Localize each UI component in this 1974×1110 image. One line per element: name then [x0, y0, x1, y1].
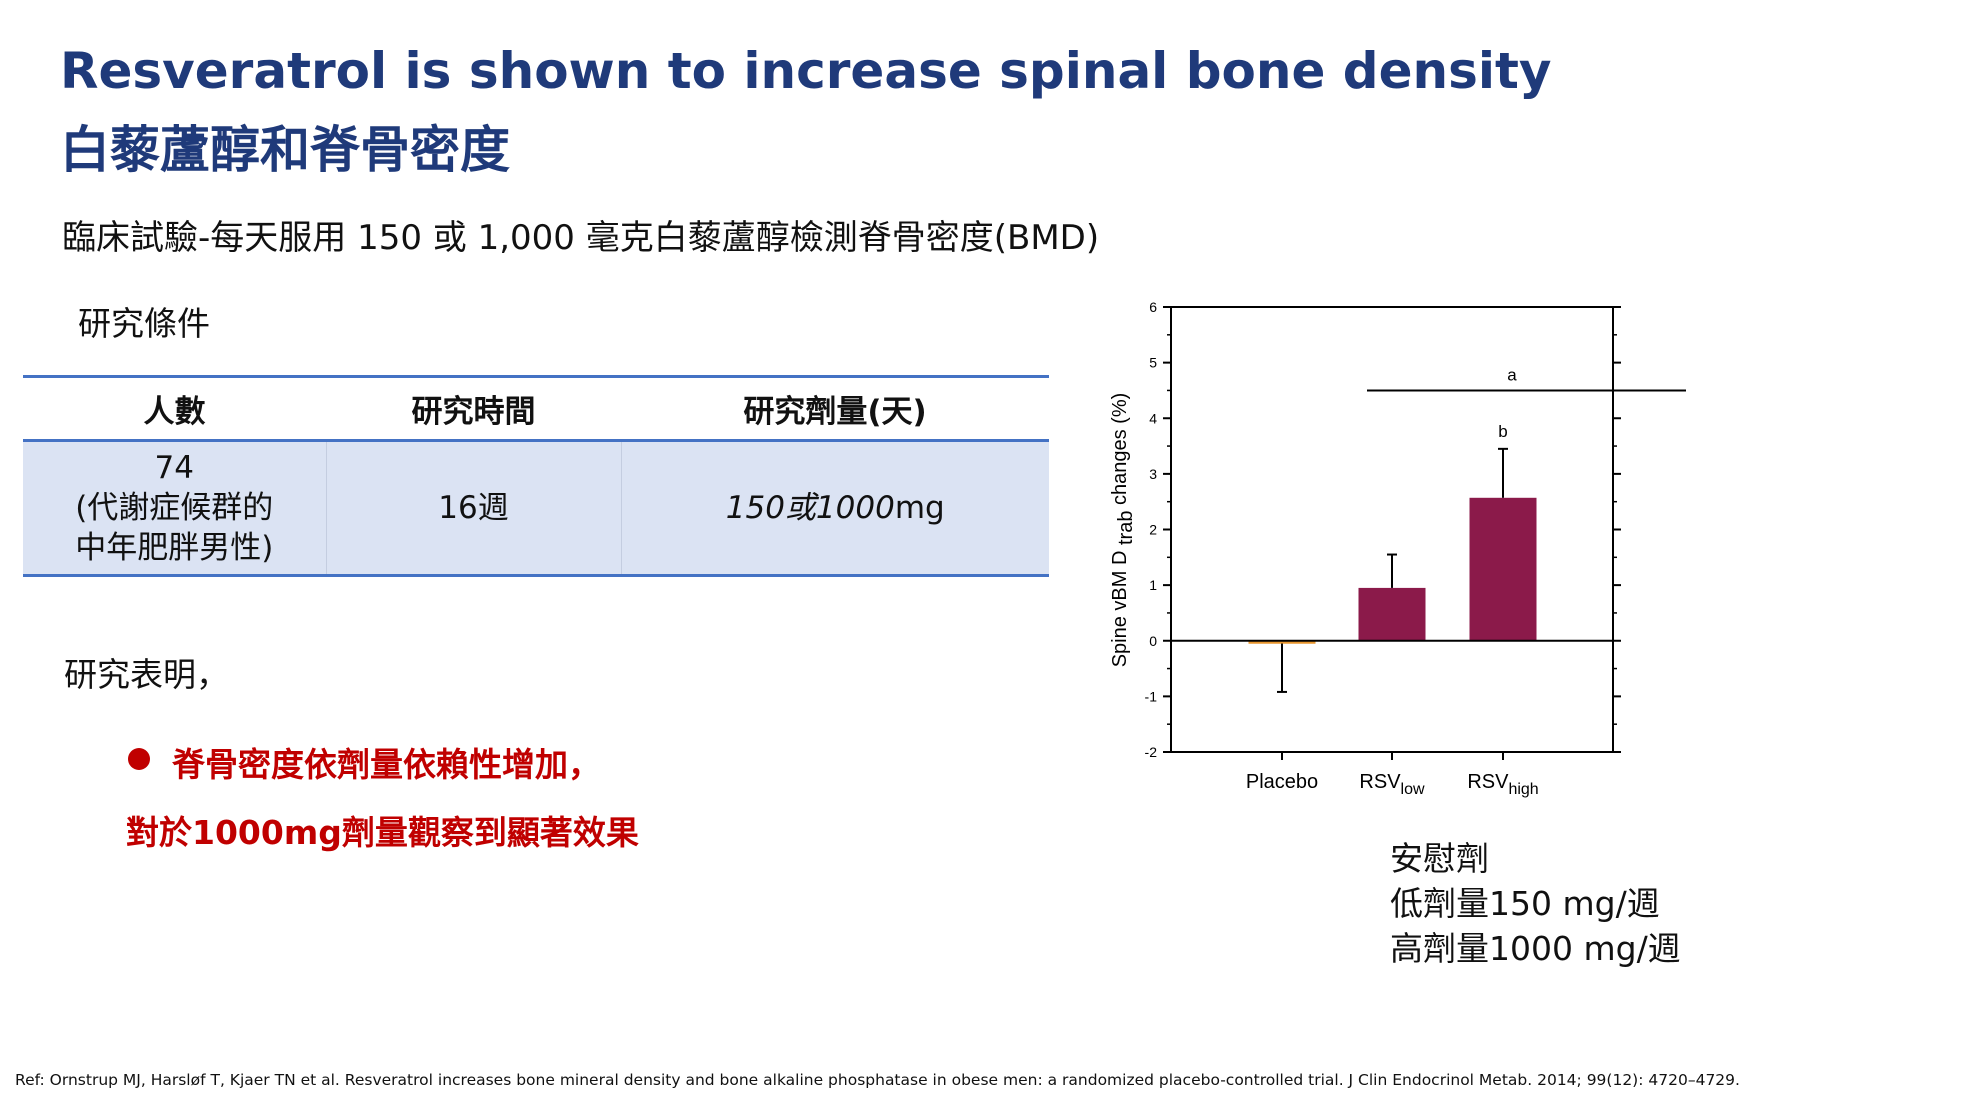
- header-duration: 研究時間: [326, 375, 621, 442]
- plot-frame: [1170, 306, 1614, 753]
- reference: Ref: Ornstrup MJ, Harsløf T, Kjaer TN et…: [15, 1071, 1740, 1089]
- findings-label: 研究表明，: [64, 655, 229, 694]
- x-tick-label: RSVhigh: [1467, 771, 1538, 798]
- bullet-icon: [128, 748, 150, 770]
- x-tick-label: RSVlow: [1359, 771, 1425, 798]
- count-value: 74: [154, 450, 194, 486]
- count-note: (代謝症候群的: [75, 490, 274, 526]
- cell-dose: 150或1000mg: [620, 440, 1049, 577]
- y-tick-label: -2: [1145, 744, 1158, 760]
- y-axis-label: Spine vBM D trab changes (%): [1109, 393, 1137, 668]
- bar-0: [1248, 640, 1316, 644]
- bar-2: [1469, 497, 1537, 641]
- y-tick-label: 5: [1149, 355, 1157, 371]
- y-tick-label: 2: [1149, 522, 1157, 538]
- y-tick-label: 3: [1149, 466, 1157, 482]
- study-table: 人數 研究時間 研究劑量(天) 74 (代謝症候群的 中年肥胖男性) 16週 1…: [23, 375, 1049, 577]
- dose-unit: mg: [894, 490, 945, 526]
- annotation-b: b: [1498, 422, 1507, 441]
- x-tick-label: Placebo: [1246, 771, 1318, 793]
- dose-legend: 安慰劑 低劑量150 mg/週 高劑量1000 mg/週: [1390, 836, 1681, 971]
- header-count: 人數: [23, 375, 326, 442]
- legend-placebo: 安慰劑: [1390, 839, 1489, 878]
- conditions-label: 研究條件: [78, 304, 210, 343]
- subtitle: 臨床試驗-每天服用 150 或 1,000 毫克白藜蘆醇檢測脊骨密度(BMD): [62, 218, 1100, 258]
- table-header-row: 人數 研究時間 研究劑量(天): [23, 375, 1049, 442]
- y-tick-label: 1: [1149, 577, 1157, 593]
- legend-low: 低劑量150 mg/週: [1390, 884, 1660, 923]
- count-note: 中年肥胖男性): [75, 530, 274, 566]
- title-chinese: 白藜蘆醇和脊骨密度: [60, 121, 510, 179]
- dose-value: 150或1000: [725, 490, 895, 526]
- y-tick-label: 0: [1149, 633, 1157, 649]
- y-tick-label: 4: [1149, 410, 1157, 426]
- bar-1: [1358, 587, 1426, 641]
- header-dose: 研究劑量(天): [621, 375, 1049, 442]
- finding-line-1: 脊骨密度依劑量依賴性增加，: [172, 745, 601, 784]
- table-row: 74 (代謝症候群的 中年肥胖男性) 16週 150或1000mg: [23, 440, 1049, 577]
- cell-count: 74 (代謝症候群的 中年肥胖男性): [23, 440, 326, 577]
- legend-high: 高劑量1000 mg/週: [1390, 929, 1681, 968]
- y-tick-label: -1: [1145, 688, 1158, 704]
- y-tick-label: 6: [1149, 299, 1157, 315]
- title-english: Resveratrol is shown to increase spinal …: [60, 42, 1552, 100]
- annotation-a: a: [1507, 365, 1517, 384]
- cell-duration: 16週: [325, 440, 621, 577]
- finding-line-2: 對於1000mg劑量觀察到顯著效果: [126, 813, 639, 852]
